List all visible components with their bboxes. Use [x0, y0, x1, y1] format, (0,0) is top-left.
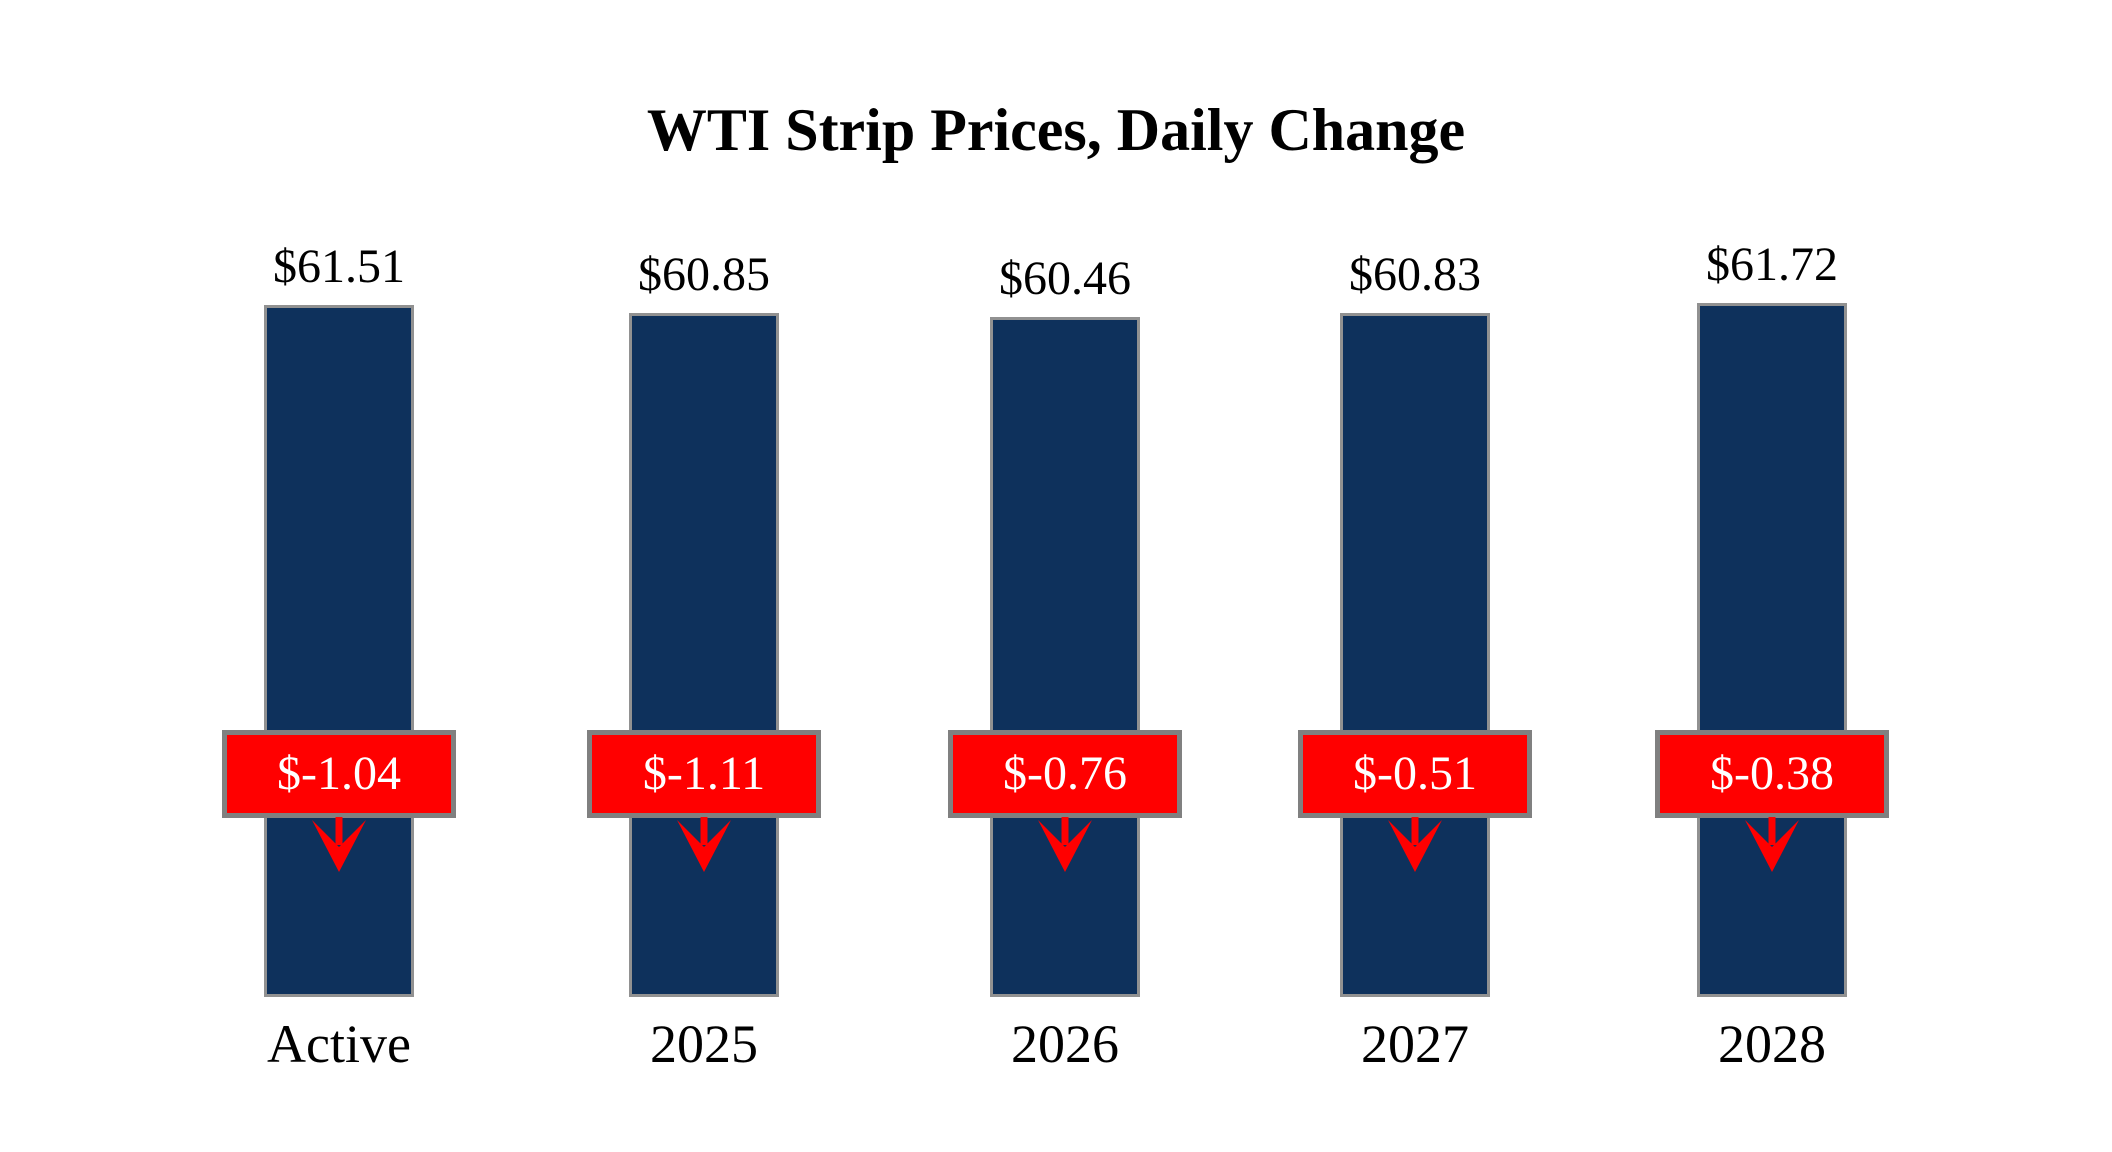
category-label: 2026 [1011, 1014, 1119, 1074]
price-label: $60.46 [999, 252, 1131, 305]
category-label: 2025 [650, 1014, 758, 1074]
daily-change-value: $-0.76 [1003, 747, 1127, 800]
down-arrow-icon [1038, 817, 1092, 872]
price-label: $61.72 [1706, 238, 1838, 291]
price-bar [1340, 313, 1490, 997]
down-arrow-icon [677, 817, 731, 872]
category-label: 2027 [1361, 1014, 1469, 1074]
price-bar [1697, 303, 1847, 997]
price-bar [990, 317, 1140, 997]
daily-change-badge: $-1.11 [587, 730, 821, 818]
daily-change-value: $-0.38 [1710, 747, 1834, 800]
down-arrow-icon [312, 817, 366, 872]
price-bar [629, 313, 779, 997]
category-label: Active [267, 1014, 411, 1074]
down-arrow-icon [1745, 817, 1799, 872]
category-label: 2028 [1718, 1014, 1826, 1074]
price-label: $60.85 [638, 248, 770, 301]
daily-change-badge: $-0.76 [948, 730, 1182, 818]
daily-change-badge: $-1.04 [222, 730, 456, 818]
down-arrow-icon [1388, 817, 1442, 872]
daily-change-value: $-1.04 [277, 747, 401, 800]
price-bar [264, 305, 414, 997]
daily-change-value: $-1.11 [642, 747, 766, 800]
daily-change-badge: $-0.51 [1298, 730, 1532, 818]
price-label: $60.83 [1349, 248, 1481, 301]
daily-change-badge: $-0.38 [1655, 730, 1889, 818]
chart-title: WTI Strip Prices, Daily Change [646, 97, 1466, 163]
daily-change-value: $-0.51 [1353, 747, 1477, 800]
price-label: $61.51 [273, 240, 405, 293]
